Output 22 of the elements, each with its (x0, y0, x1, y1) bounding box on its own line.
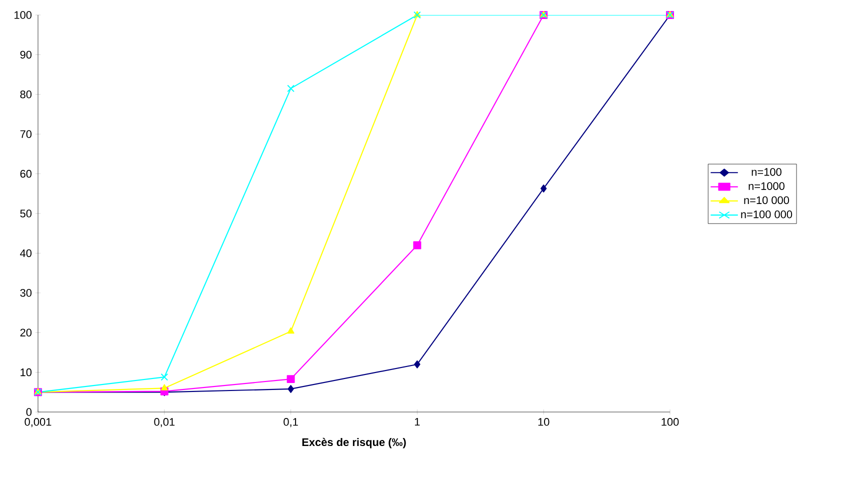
y-tick-label: 50 (20, 210, 32, 218)
y-tick-label: 90 (20, 50, 32, 59)
y-tick-label: 80 (20, 90, 32, 98)
x-tick-label: 0,001 (24, 418, 52, 428)
x-tick-label: 100 (662, 418, 679, 426)
x-axis-title: Excès de risque (‰) (302, 438, 406, 448)
x-tick-label: 1 (414, 418, 420, 426)
y-tick-label: 0 (26, 408, 32, 416)
x-tick-label: 0,1 (284, 418, 298, 428)
x-tick-label: 0,01 (154, 418, 175, 428)
legend-label: n=10 000 (744, 196, 790, 204)
y-tick-label: 30 (20, 289, 32, 297)
y-tick-label: 60 (20, 170, 32, 178)
y-tick-label: 40 (20, 249, 32, 258)
legend-label: n=1000 (748, 182, 784, 190)
y-tick-label: 10 (20, 368, 32, 376)
legend-label: n=100 (752, 168, 782, 176)
y-tick-label: 20 (20, 328, 32, 336)
x-tick-label: 10 (538, 418, 550, 426)
y-tick-label: 70 (20, 130, 32, 138)
legend-label: n=100 000 (741, 210, 792, 218)
y-tick-label: 100 (14, 11, 32, 19)
